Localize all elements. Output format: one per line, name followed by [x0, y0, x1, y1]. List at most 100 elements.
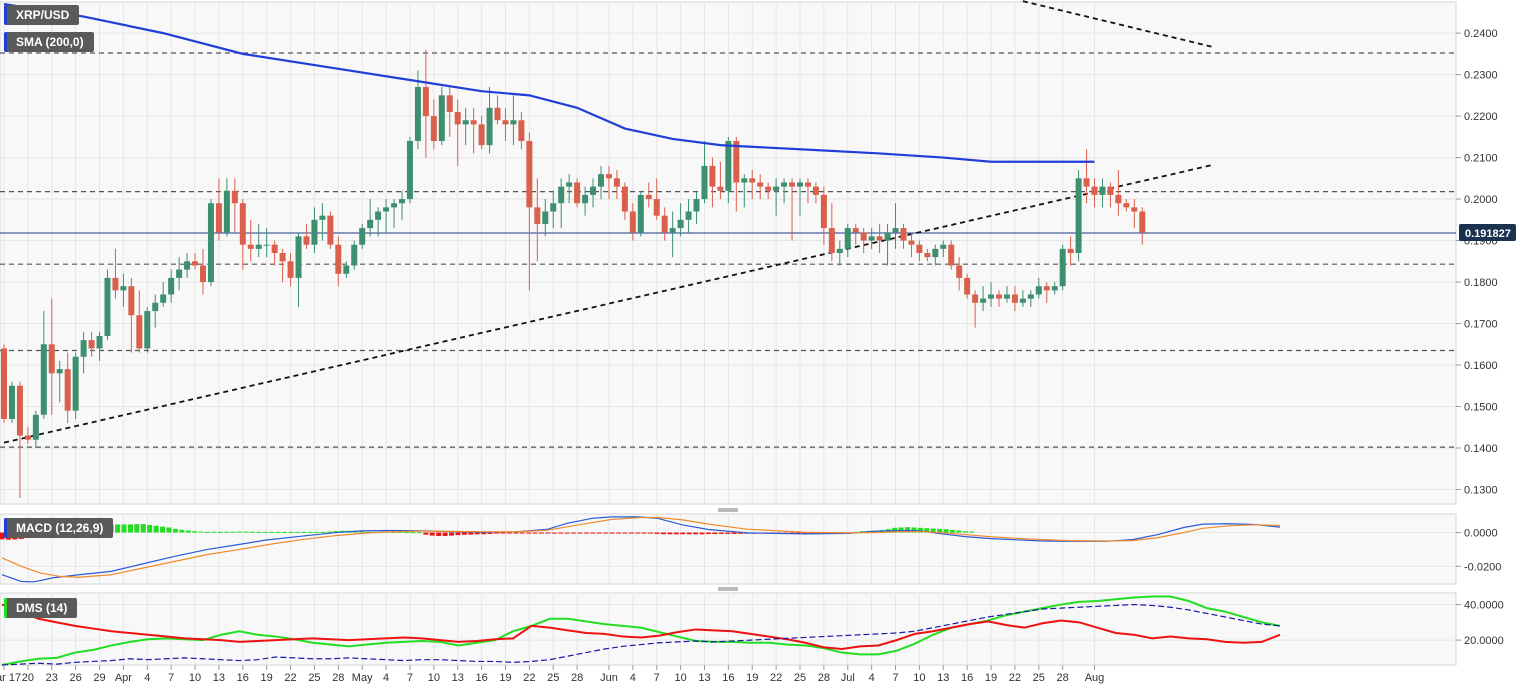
candle-body [804, 182, 811, 187]
macd-histogram-bar [917, 527, 923, 533]
candle-body [773, 186, 780, 191]
macd-histogram-bar [397, 531, 403, 533]
macd-histogram-bar [423, 532, 429, 535]
macd-histogram-bar [815, 532, 821, 534]
macd-histogram-bar [0, 532, 5, 540]
pane-resize-handle[interactable] [718, 587, 738, 591]
candle-body [868, 236, 875, 241]
x-tick-label: 16 [722, 672, 734, 684]
y-tick-label: 0.2100 [1464, 153, 1498, 165]
candle-body [661, 215, 668, 233]
y-tick-label: 0.1400 [1464, 443, 1498, 455]
x-tick-label: Jul [841, 672, 855, 684]
candle-body [693, 199, 700, 212]
macd-histogram-bar [115, 524, 121, 533]
macd-histogram-bar [404, 532, 410, 534]
candle-body [271, 244, 278, 253]
x-tick-label: 4 [383, 672, 389, 684]
candle-body [207, 203, 214, 283]
macd-histogram-bar [962, 531, 968, 533]
candle-body [40, 344, 47, 415]
macd-histogram-bar [538, 532, 544, 534]
macd-histogram-bar [294, 531, 300, 533]
candle-body [510, 120, 517, 125]
x-tick-label: 28 [571, 672, 583, 684]
candle-body [836, 248, 843, 253]
candle-body [462, 120, 469, 125]
x-tick-label: 4 [869, 672, 875, 684]
dms-indicator [1, 595, 1281, 666]
macd-histogram-bar [179, 529, 185, 533]
candle-body [598, 174, 604, 187]
macd-histogram-bar [551, 532, 557, 534]
macd-histogram-bar [468, 532, 474, 535]
macd-histogram-bar [686, 532, 692, 535]
x-tick-label: 28 [818, 672, 830, 684]
x-tick-label: 13 [452, 672, 464, 684]
macd-histogram-bar [641, 532, 647, 534]
candle-body [72, 356, 79, 411]
candle-body [327, 215, 334, 245]
candle-body [1043, 286, 1050, 291]
macd-indicator-label[interactable]: MACD (12,26,9) [4, 518, 114, 538]
candle-body [1067, 248, 1074, 253]
macd-histogram-bar [956, 530, 962, 533]
candle-body [295, 236, 302, 278]
signal-line [1, 516, 1281, 578]
sma-indicator-label[interactable]: SMA (200,0) [4, 32, 94, 52]
macd-histogram-bar [474, 532, 480, 535]
candle-body [1115, 194, 1122, 204]
macd-histogram-bar [725, 532, 731, 534]
candle-body [470, 120, 477, 125]
candle-body [645, 194, 652, 200]
x-tick-label: 25 [1033, 672, 1045, 684]
x-tick-label: 20 [22, 672, 34, 684]
x-tick-label: 7 [892, 672, 898, 684]
macd-histogram-bar [288, 531, 294, 533]
macd-histogram-bar [147, 524, 153, 533]
candle-body [24, 435, 31, 440]
candle-body [88, 340, 95, 349]
macd-histogram-bar [680, 532, 686, 535]
candle-body [414, 87, 421, 141]
candlesticks [1, 49, 1146, 498]
macd-histogram-bar [230, 531, 236, 533]
macd-histogram-bar [545, 532, 551, 534]
y-tick-label: 20.0000 [1464, 635, 1504, 647]
dms-indicator-label[interactable]: DMS (14) [4, 598, 78, 618]
y-tick-label: 40.0000 [1464, 600, 1504, 612]
macd-histogram-bar [217, 531, 223, 533]
macd-histogram-bar [205, 531, 211, 533]
macd-histogram-bar [693, 532, 699, 535]
pane-resize-handle[interactable] [718, 508, 738, 512]
candle-body [749, 178, 756, 183]
candle-body [582, 194, 589, 204]
candle-body [454, 111, 461, 125]
candle-body [1075, 178, 1082, 253]
macd-histogram-bar [224, 531, 230, 533]
macd-histogram-bar [648, 532, 654, 534]
symbol-label[interactable]: XRP/USD [4, 5, 80, 25]
macd-histogram-bar [494, 532, 500, 534]
current-price-value: 0.191827 [1465, 228, 1511, 240]
x-tick-label: 22 [284, 672, 296, 684]
y-tick-label: 0.1600 [1464, 360, 1498, 372]
macd-histogram-bar [673, 532, 679, 535]
macd-histogram-bar [519, 532, 525, 534]
candle-body [184, 261, 191, 270]
x-tick-label: 10 [189, 672, 201, 684]
candle-body [1139, 211, 1146, 233]
y-axis: 0.13000.14000.15000.16000.17000.18000.19… [1456, 28, 1504, 647]
candle-body [948, 244, 955, 266]
candle-body [613, 178, 620, 187]
macd-histogram-bar [365, 531, 371, 533]
candle-body [988, 294, 995, 299]
candle-body [168, 277, 175, 295]
macd-histogram-bar [455, 532, 461, 536]
macd-histogram-bar [307, 531, 313, 533]
macd-histogram-bar [500, 532, 506, 534]
x-tick-label: 13 [937, 672, 949, 684]
candle-body [367, 219, 374, 229]
macd-histogram-bar [160, 526, 166, 533]
